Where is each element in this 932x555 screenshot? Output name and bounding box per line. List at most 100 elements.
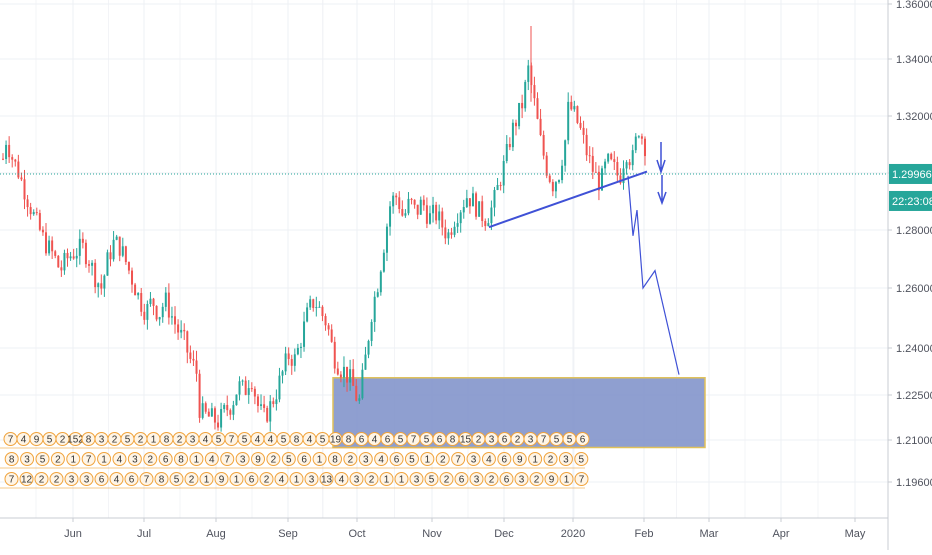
event-badge-icon[interactable]	[94, 472, 109, 486]
event-badge-icon[interactable]	[394, 472, 409, 486]
event-badge-icon[interactable]	[297, 452, 312, 466]
event-badge-icon[interactable]	[169, 472, 184, 486]
event-badge-icon[interactable]	[484, 472, 499, 486]
event-badge-icon[interactable]	[334, 472, 349, 486]
event-badge-icon[interactable]	[49, 472, 64, 486]
event-badge-icon[interactable]	[235, 452, 250, 466]
event-badge-icon[interactable]	[19, 472, 34, 486]
event-badge-icon[interactable]	[184, 472, 199, 486]
event-badge-icon[interactable]	[379, 472, 394, 486]
event-badge-icon[interactable]	[204, 452, 219, 466]
candle-body	[416, 204, 419, 215]
event-badge-label: 5	[320, 435, 326, 446]
event-badge-icon[interactable]	[327, 452, 342, 466]
event-badge-icon[interactable]	[575, 432, 590, 446]
event-badge-icon[interactable]	[409, 472, 424, 486]
event-badge-label: 8	[346, 435, 352, 446]
event-badge-icon[interactable]	[220, 452, 235, 466]
calendar-event-row[interactable]: 7 12 2 2 3 3 6 4 6 7 8 5 2 1 9 1 6 2 4 1 3 13 4 3 2 1 1 3 5 2 6 3 2 6 3 2 9 1…	[0, 472, 589, 489]
event-badge-icon[interactable]	[349, 472, 364, 486]
event-badge-icon[interactable]	[528, 452, 543, 466]
candle-body	[336, 368, 339, 375]
event-badge-icon[interactable]	[81, 452, 96, 466]
event-badge-icon[interactable]	[199, 472, 214, 486]
event-badge-icon[interactable]	[274, 472, 289, 486]
event-badge-icon[interactable]	[97, 452, 112, 466]
candle-body	[241, 380, 244, 382]
event-badge-icon[interactable]	[34, 472, 49, 486]
event-badge-label: 2	[39, 475, 45, 486]
event-badge-icon[interactable]	[189, 452, 204, 466]
event-badge-icon[interactable]	[358, 452, 373, 466]
event-badge-icon[interactable]	[499, 472, 514, 486]
event-badge-icon[interactable]	[543, 452, 558, 466]
event-badge-label: 8	[159, 475, 165, 486]
event-badge-icon[interactable]	[143, 452, 158, 466]
event-badge-icon[interactable]	[389, 452, 404, 466]
event-badge-icon[interactable]	[4, 452, 19, 466]
event-badge-icon[interactable]	[559, 472, 574, 486]
event-badge-icon[interactable]	[109, 472, 124, 486]
event-badge-icon[interactable]	[481, 452, 496, 466]
event-badge-icon[interactable]	[343, 452, 358, 466]
event-badge-icon[interactable]	[451, 452, 466, 466]
candle-body	[496, 185, 499, 190]
event-badge-icon[interactable]	[266, 452, 281, 466]
event-badge-icon[interactable]	[424, 472, 439, 486]
event-badge-icon[interactable]	[312, 452, 327, 466]
event-badge-icon[interactable]	[244, 472, 259, 486]
event-badge-icon[interactable]	[319, 472, 334, 486]
event-badge-icon[interactable]	[574, 472, 589, 486]
x-tick-label: Dec	[494, 528, 514, 540]
event-badge-icon[interactable]	[251, 452, 266, 466]
event-badge-icon[interactable]	[454, 472, 469, 486]
event-badge-icon[interactable]	[435, 452, 450, 466]
projection-path[interactable]	[627, 175, 680, 375]
y-tick-label: 1.19600	[896, 477, 932, 489]
event-badge-icon[interactable]	[497, 452, 512, 466]
event-badge-icon[interactable]	[127, 452, 142, 466]
y-tick-label: 1.21000	[896, 435, 932, 447]
event-badge-icon[interactable]	[529, 472, 544, 486]
event-badge-icon[interactable]	[364, 472, 379, 486]
calendar-event-row[interactable]: 7 4 9 5 2 152 8 3 2 5 2 1 8 2 3 4 5 7 5 4 4 5 8 4 5 19 8 6 4 6 5 7 5 6 8 15…	[0, 432, 590, 449]
event-badge-icon[interactable]	[404, 452, 419, 466]
event-badge-icon[interactable]	[289, 472, 304, 486]
event-badge-icon[interactable]	[281, 452, 296, 466]
event-badge-icon[interactable]	[158, 452, 173, 466]
candle-body	[613, 159, 616, 163]
event-badge-icon[interactable]	[79, 472, 94, 486]
event-badge-icon[interactable]	[304, 472, 319, 486]
event-badge-icon[interactable]	[439, 472, 454, 486]
event-badge-icon[interactable]	[420, 452, 435, 466]
event-badge-icon[interactable]	[35, 452, 50, 466]
event-badge-icon[interactable]	[124, 472, 139, 486]
event-badge-icon[interactable]	[112, 452, 127, 466]
event-badge-icon[interactable]	[374, 452, 389, 466]
event-badge-icon[interactable]	[20, 452, 35, 466]
event-badge-icon[interactable]	[64, 472, 79, 486]
event-badge-icon[interactable]	[466, 452, 481, 466]
event-badge-icon[interactable]	[139, 472, 154, 486]
event-badge-icon[interactable]	[574, 452, 589, 466]
event-badge-icon[interactable]	[469, 472, 484, 486]
candle-body	[398, 197, 401, 210]
event-badge-icon[interactable]	[66, 452, 81, 466]
event-badge-icon[interactable]	[259, 472, 274, 486]
event-badge-icon[interactable]	[214, 472, 229, 486]
trend-line[interactable]	[488, 170, 648, 229]
event-badge-icon[interactable]	[50, 452, 65, 466]
event-badge-icon[interactable]	[154, 472, 169, 486]
event-badge-icon[interactable]	[514, 472, 529, 486]
event-badge-icon[interactable]	[512, 452, 527, 466]
event-badge-icon[interactable]	[174, 452, 189, 466]
x-tick-label: 2020	[561, 528, 585, 540]
event-badge-icon[interactable]	[4, 472, 19, 486]
event-badge-icon[interactable]	[558, 452, 573, 466]
event-badge-icon[interactable]	[229, 472, 244, 486]
event-badge-label: 3	[563, 455, 569, 466]
candle-body	[207, 411, 210, 417]
event-badge-icon[interactable]	[544, 472, 559, 486]
